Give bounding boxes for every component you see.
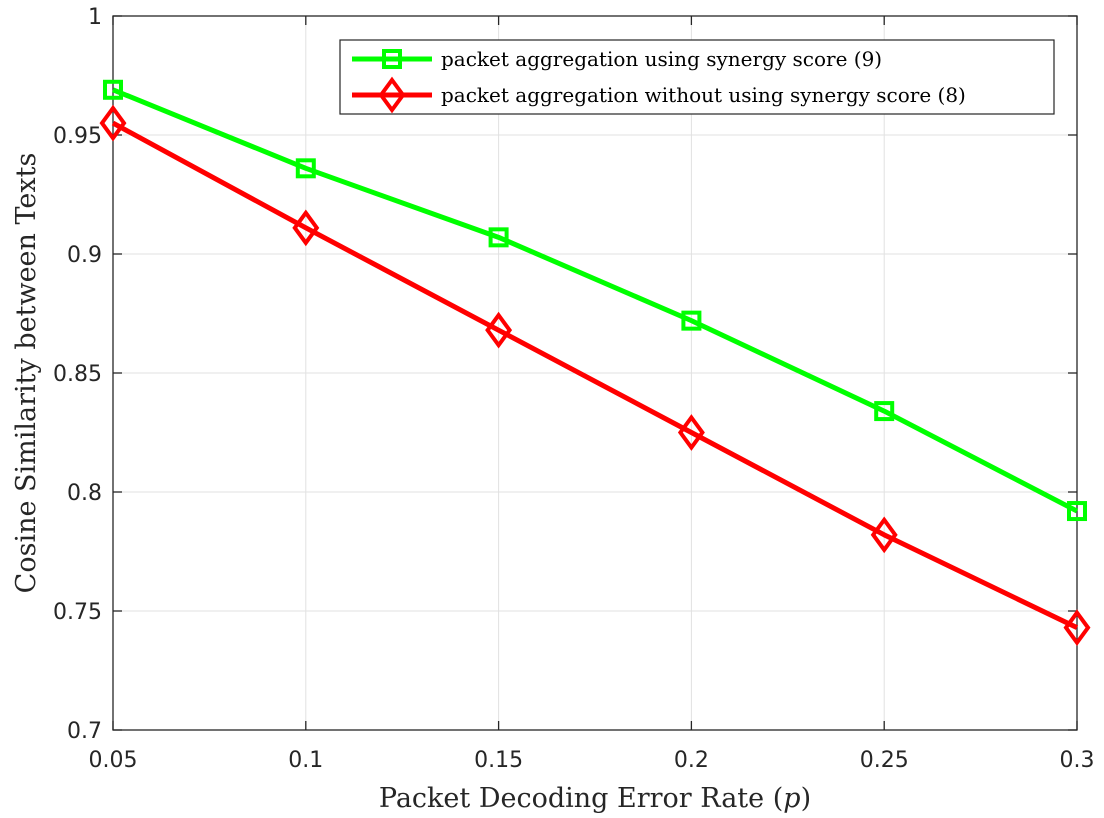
x-axis-title-variable: p (783, 783, 800, 814)
legend-label-1: packet aggregation without using synergy… (441, 83, 966, 107)
y-tick-label-1: 0.75 (53, 600, 102, 625)
y-tick-label-4: 0.9 (67, 243, 102, 268)
x-tick-label-5: 0.3 (1060, 748, 1095, 773)
series-1-point-5 (1063, 609, 1091, 647)
series-0 (103, 79, 1087, 522)
series-1-point-1 (292, 209, 320, 247)
series-1 (99, 104, 1091, 647)
series-1-point-3 (677, 414, 705, 451)
series-1-line (111, 120, 1079, 630)
series-0-point-0 (103, 79, 123, 100)
legend-entry-1: packet aggregation without using synergy… (352, 76, 966, 114)
x-tick-label-2: 0.15 (474, 748, 523, 773)
series-1-point-0 (99, 104, 127, 142)
x-tick-label-3: 0.2 (674, 748, 709, 773)
y-tick-label-6: 1 (88, 5, 102, 30)
x-tick-label-0: 0.05 (89, 748, 138, 773)
x-tick-label-4: 0.25 (860, 748, 909, 773)
legend-label-0: packet aggregation using synergy score (… (441, 47, 882, 71)
series-0-point-1 (295, 158, 316, 179)
series-0-point-3 (681, 310, 702, 331)
series-0-point-5 (1067, 501, 1087, 522)
y-tick-label-2: 0.8 (67, 481, 102, 506)
y-tick-label-0: 0.7 (67, 719, 102, 744)
y-tick-label-3: 0.85 (53, 362, 102, 387)
x-tick-label-1: 0.1 (288, 748, 323, 773)
legend-marker-0 (382, 49, 402, 69)
series-0-point-2 (488, 227, 509, 248)
legend: packet aggregation using synergy score (… (339, 39, 1055, 115)
axes: 0.05 0.1 0.15 0.2 0.25 0.3 0.7 0.75 0.8 0.85 0.9 0.… (53, 5, 1094, 773)
x-axis-title-text: Packet Decoding Error Rate ( (379, 783, 783, 814)
legend-box (339, 39, 1055, 115)
y-tick-label-5: 0.95 (53, 124, 102, 149)
series-0-line (112, 87, 1079, 514)
legend-entry-0: packet aggregation using synergy score (… (352, 47, 882, 71)
series-layer (99, 79, 1091, 647)
legend-marker-1 (378, 76, 406, 114)
series-1-point-2 (485, 311, 513, 349)
series-1-point-4 (870, 516, 898, 554)
series-0-point-4 (874, 401, 895, 422)
x-axis-title: Packet Decoding Error Rate (p) (379, 783, 811, 814)
legend-entries: packet aggregation using synergy score (… (352, 47, 966, 114)
x-axis-title-end: ) (801, 783, 812, 814)
y-axis-title: Cosine Similarity between Texts (11, 153, 42, 594)
